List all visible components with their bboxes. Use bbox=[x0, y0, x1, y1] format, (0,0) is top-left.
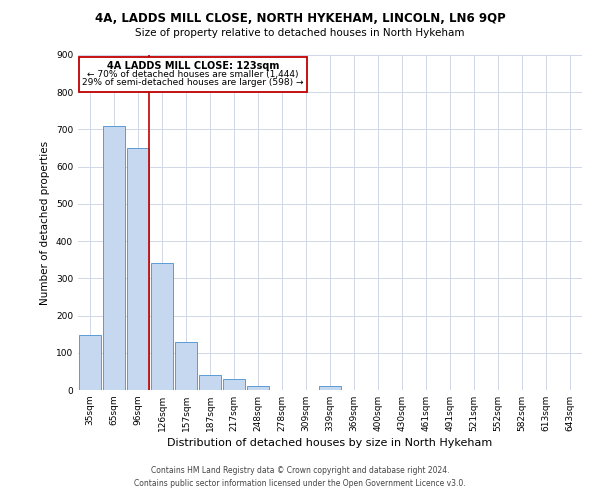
Bar bbox=[175, 342, 197, 390]
Bar bbox=[223, 379, 245, 390]
Bar bbox=[319, 386, 341, 390]
Y-axis label: Number of detached properties: Number of detached properties bbox=[40, 140, 50, 304]
Bar bbox=[127, 148, 149, 390]
Text: 4A, LADDS MILL CLOSE, NORTH HYKEHAM, LINCOLN, LN6 9QP: 4A, LADDS MILL CLOSE, NORTH HYKEHAM, LIN… bbox=[95, 12, 505, 26]
Text: Size of property relative to detached houses in North Hykeham: Size of property relative to detached ho… bbox=[135, 28, 465, 38]
Text: Contains HM Land Registry data © Crown copyright and database right 2024.
Contai: Contains HM Land Registry data © Crown c… bbox=[134, 466, 466, 487]
Bar bbox=[247, 386, 269, 390]
FancyBboxPatch shape bbox=[79, 57, 307, 92]
Bar bbox=[199, 375, 221, 390]
Text: ← 70% of detached houses are smaller (1,444): ← 70% of detached houses are smaller (1,… bbox=[88, 70, 299, 79]
Text: 4A LADDS MILL CLOSE: 123sqm: 4A LADDS MILL CLOSE: 123sqm bbox=[107, 60, 280, 70]
Bar bbox=[103, 126, 125, 390]
Text: 29% of semi-detached houses are larger (598) →: 29% of semi-detached houses are larger (… bbox=[82, 78, 304, 88]
X-axis label: Distribution of detached houses by size in North Hykeham: Distribution of detached houses by size … bbox=[167, 438, 493, 448]
Bar bbox=[151, 264, 173, 390]
Bar bbox=[79, 335, 101, 390]
